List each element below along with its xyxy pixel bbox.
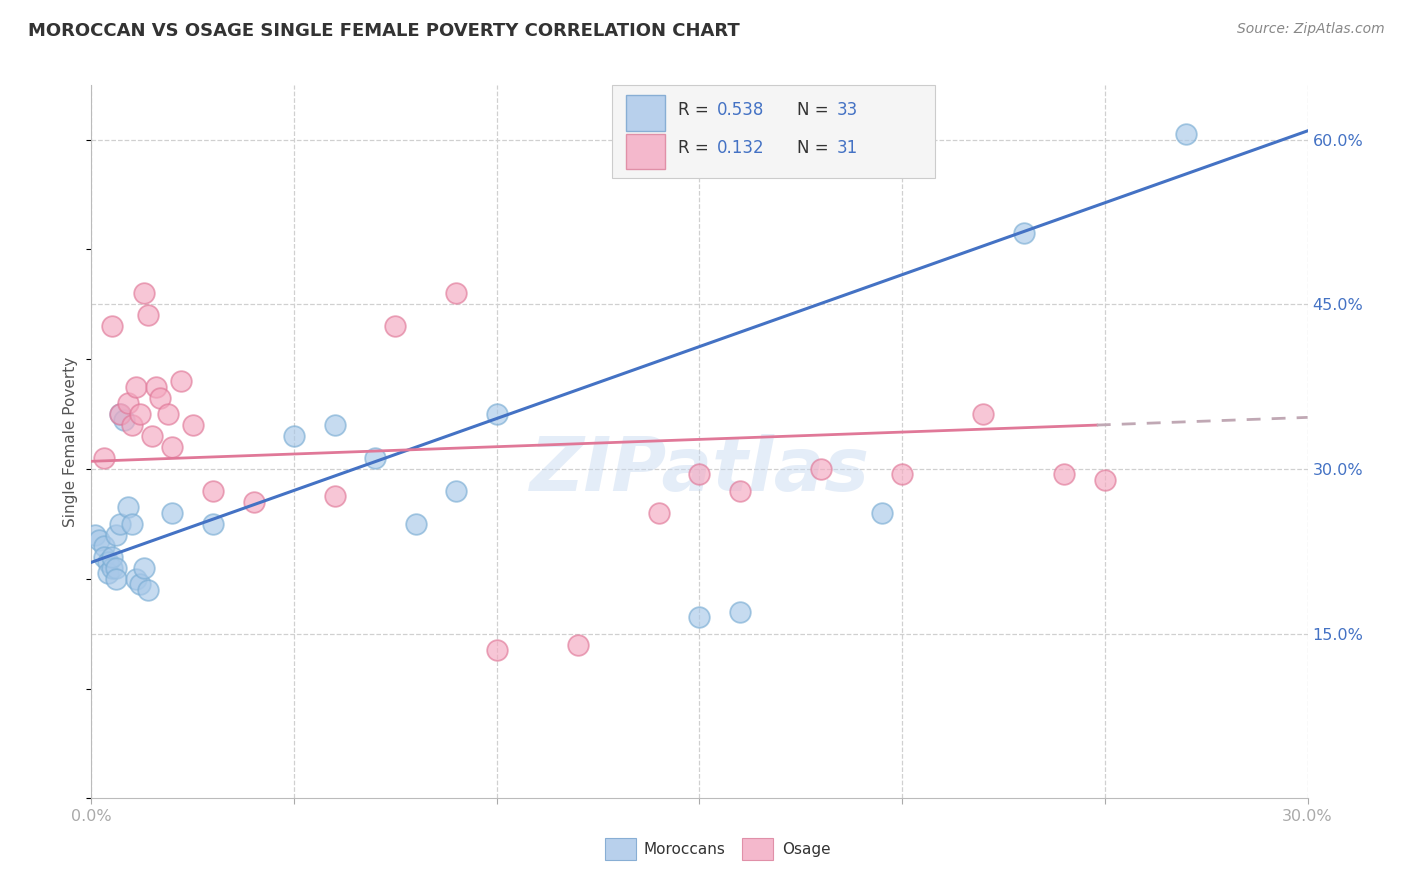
- Text: R =: R =: [678, 139, 714, 157]
- Text: R =: R =: [678, 101, 714, 119]
- Point: [121, 418, 143, 433]
- Point: [1094, 473, 1116, 487]
- Point: [129, 577, 152, 591]
- Point: [97, 566, 120, 581]
- Point: [567, 638, 589, 652]
- Point: [108, 516, 131, 531]
- Point: [728, 483, 751, 498]
- Text: Source: ZipAtlas.com: Source: ZipAtlas.com: [1237, 22, 1385, 37]
- Point: [157, 407, 180, 421]
- Point: [104, 528, 127, 542]
- Point: [728, 605, 751, 619]
- Point: [810, 462, 832, 476]
- Point: [100, 561, 122, 575]
- Point: [444, 483, 467, 498]
- Point: [104, 561, 127, 575]
- Point: [169, 374, 191, 388]
- Point: [323, 490, 346, 504]
- Point: [117, 500, 139, 515]
- Point: [93, 450, 115, 465]
- Point: [181, 418, 204, 433]
- Point: [129, 407, 152, 421]
- Point: [444, 286, 467, 301]
- Point: [485, 407, 508, 421]
- Point: [149, 391, 172, 405]
- Point: [1012, 226, 1035, 240]
- Point: [89, 533, 111, 548]
- Text: Osage: Osage: [782, 842, 831, 856]
- Point: [136, 308, 159, 322]
- Point: [97, 555, 120, 569]
- Point: [121, 516, 143, 531]
- Point: [108, 407, 131, 421]
- Point: [283, 429, 305, 443]
- Point: [870, 506, 893, 520]
- Text: MOROCCAN VS OSAGE SINGLE FEMALE POVERTY CORRELATION CHART: MOROCCAN VS OSAGE SINGLE FEMALE POVERTY …: [28, 22, 740, 40]
- Point: [108, 407, 131, 421]
- Point: [405, 516, 427, 531]
- Point: [117, 396, 139, 410]
- Point: [364, 450, 387, 465]
- Point: [132, 286, 155, 301]
- Point: [93, 549, 115, 564]
- Point: [1053, 467, 1076, 482]
- Text: N =: N =: [797, 139, 834, 157]
- Point: [323, 418, 346, 433]
- Point: [125, 572, 148, 586]
- Point: [93, 539, 115, 553]
- Point: [202, 516, 225, 531]
- Point: [136, 582, 159, 597]
- Point: [972, 407, 994, 421]
- Point: [141, 429, 163, 443]
- Point: [242, 495, 264, 509]
- Point: [145, 379, 167, 393]
- Point: [1175, 127, 1198, 141]
- Text: 0.538: 0.538: [717, 101, 765, 119]
- Text: 0.132: 0.132: [717, 139, 765, 157]
- Point: [688, 610, 710, 624]
- Point: [100, 549, 122, 564]
- Point: [202, 483, 225, 498]
- Point: [104, 572, 127, 586]
- Point: [162, 440, 184, 454]
- Point: [485, 643, 508, 657]
- Text: 33: 33: [837, 101, 858, 119]
- Point: [112, 412, 135, 426]
- Point: [162, 506, 184, 520]
- Point: [891, 467, 914, 482]
- Point: [648, 506, 671, 520]
- Point: [688, 467, 710, 482]
- Text: ZIPatlas: ZIPatlas: [530, 434, 869, 507]
- Text: 31: 31: [837, 139, 858, 157]
- Point: [125, 379, 148, 393]
- Point: [100, 319, 122, 334]
- Point: [132, 561, 155, 575]
- Text: Moroccans: Moroccans: [644, 842, 725, 856]
- Y-axis label: Single Female Poverty: Single Female Poverty: [63, 357, 79, 526]
- Point: [84, 528, 107, 542]
- Text: N =: N =: [797, 101, 834, 119]
- Point: [384, 319, 406, 334]
